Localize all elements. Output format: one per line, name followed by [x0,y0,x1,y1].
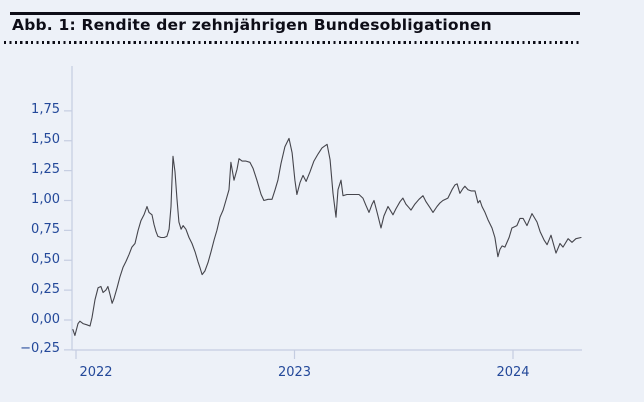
y-tick-label: 1,25 [31,162,60,178]
y-tick-label: 0,00 [31,311,60,327]
y-tick-label: 1,75 [31,102,60,118]
x-tick-label: 2024 [496,365,530,380]
figure-title: Abb. 1: Rendite der zehnjährigen Bundeso… [12,16,492,34]
y-tick-label: −0,25 [20,341,60,357]
y-tick-label: 0,50 [31,251,60,267]
x-tick-label: 2023 [277,365,312,380]
y-tick-label: 0,25 [31,281,60,297]
x-tick-label: 2022 [79,365,113,380]
dotted-rule [4,41,582,44]
y-tick-label: 1,00 [31,192,60,207]
yield-line-series [72,137,582,337]
top-rule [10,12,580,15]
y-tick-label: 0,75 [31,221,60,237]
y-tick-label: 1,50 [31,132,60,148]
